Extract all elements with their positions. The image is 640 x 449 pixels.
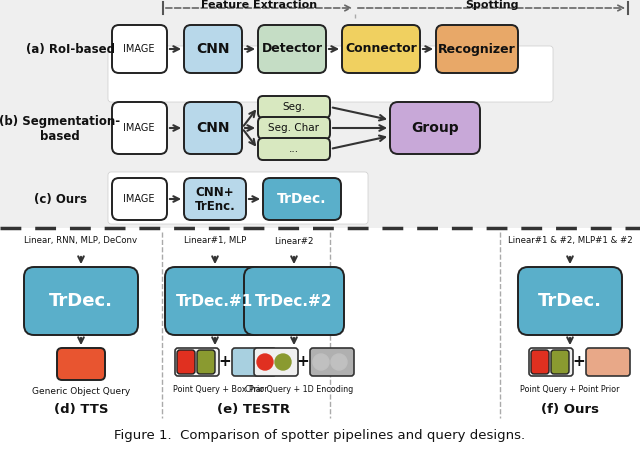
Text: TrDec.: TrDec.: [538, 292, 602, 310]
FancyBboxPatch shape: [108, 46, 553, 102]
FancyBboxPatch shape: [232, 348, 276, 376]
Text: Detector: Detector: [262, 43, 323, 56]
FancyBboxPatch shape: [108, 172, 368, 224]
FancyBboxPatch shape: [177, 350, 195, 374]
FancyBboxPatch shape: [165, 267, 265, 335]
Text: (d) TTS: (d) TTS: [54, 404, 108, 417]
Text: +: +: [296, 355, 309, 370]
Text: Spotting: Spotting: [465, 0, 519, 10]
Circle shape: [257, 354, 273, 370]
FancyBboxPatch shape: [112, 178, 167, 220]
Text: (e) TESTR: (e) TESTR: [218, 404, 291, 417]
FancyBboxPatch shape: [112, 102, 167, 154]
Text: TrDec.: TrDec.: [277, 192, 327, 206]
FancyBboxPatch shape: [112, 25, 167, 73]
Text: CNN: CNN: [196, 121, 230, 135]
Text: TrDec.#1: TrDec.#1: [177, 294, 253, 308]
Text: Seg. Char: Seg. Char: [269, 123, 319, 133]
Text: +: +: [573, 355, 586, 370]
FancyBboxPatch shape: [197, 350, 215, 374]
Text: Char Query + 1D Encoding: Char Query + 1D Encoding: [245, 386, 353, 395]
Bar: [0, 0, 640, 228]
FancyBboxPatch shape: [175, 348, 219, 376]
Text: Linear#2: Linear#2: [275, 237, 314, 246]
FancyBboxPatch shape: [57, 348, 105, 380]
FancyBboxPatch shape: [244, 267, 344, 335]
Text: Linear#1, MLP: Linear#1, MLP: [184, 237, 246, 246]
FancyBboxPatch shape: [342, 25, 420, 73]
Text: IMAGE: IMAGE: [124, 44, 155, 54]
FancyBboxPatch shape: [184, 178, 246, 220]
FancyBboxPatch shape: [531, 350, 549, 374]
FancyBboxPatch shape: [586, 348, 630, 376]
FancyBboxPatch shape: [258, 117, 330, 139]
Text: TrDec.#2: TrDec.#2: [255, 294, 333, 308]
Circle shape: [275, 354, 291, 370]
FancyBboxPatch shape: [258, 96, 330, 118]
Text: CNN: CNN: [196, 42, 230, 56]
Text: CNN+: CNN+: [196, 185, 234, 198]
Text: Generic Object Query: Generic Object Query: [32, 387, 130, 396]
FancyBboxPatch shape: [24, 267, 138, 335]
Text: TrEnc.: TrEnc.: [195, 199, 236, 212]
FancyBboxPatch shape: [184, 102, 242, 154]
FancyBboxPatch shape: [263, 178, 341, 220]
Text: Point Query + Point Prior: Point Query + Point Prior: [520, 386, 620, 395]
Text: Group: Group: [411, 121, 459, 135]
Text: Figure 1.  Comparison of spotter pipelines and query designs.: Figure 1. Comparison of spotter pipeline…: [115, 428, 525, 441]
FancyBboxPatch shape: [184, 25, 242, 73]
FancyBboxPatch shape: [258, 138, 330, 160]
FancyBboxPatch shape: [254, 348, 298, 376]
Text: ...: ...: [289, 144, 299, 154]
Text: Linear#1 & #2, MLP#1 & #2: Linear#1 & #2, MLP#1 & #2: [508, 237, 632, 246]
Text: Point Query + Box Prior: Point Query + Box Prior: [173, 386, 268, 395]
Text: Feature Extraction: Feature Extraction: [201, 0, 317, 10]
FancyBboxPatch shape: [551, 350, 569, 374]
Text: (f) Ours: (f) Ours: [541, 404, 599, 417]
Circle shape: [313, 354, 329, 370]
Text: Linear, RNN, MLP, DeConv: Linear, RNN, MLP, DeConv: [24, 237, 138, 246]
FancyBboxPatch shape: [518, 267, 622, 335]
Text: based: based: [40, 129, 80, 142]
FancyBboxPatch shape: [310, 348, 354, 376]
FancyBboxPatch shape: [390, 102, 480, 154]
Text: IMAGE: IMAGE: [124, 194, 155, 204]
Text: TrDec.: TrDec.: [49, 292, 113, 310]
FancyBboxPatch shape: [258, 25, 326, 73]
Text: IMAGE: IMAGE: [124, 123, 155, 133]
FancyBboxPatch shape: [436, 25, 518, 73]
Text: Connector: Connector: [345, 43, 417, 56]
FancyBboxPatch shape: [529, 348, 573, 376]
Text: (b) Segmentation-: (b) Segmentation-: [0, 115, 120, 128]
Text: Recognizer: Recognizer: [438, 43, 516, 56]
Circle shape: [331, 354, 347, 370]
Text: (a) RoI-based: (a) RoI-based: [26, 43, 115, 56]
Text: +: +: [219, 355, 232, 370]
Text: (c) Ours: (c) Ours: [33, 193, 86, 206]
Text: Seg.: Seg.: [282, 102, 305, 112]
